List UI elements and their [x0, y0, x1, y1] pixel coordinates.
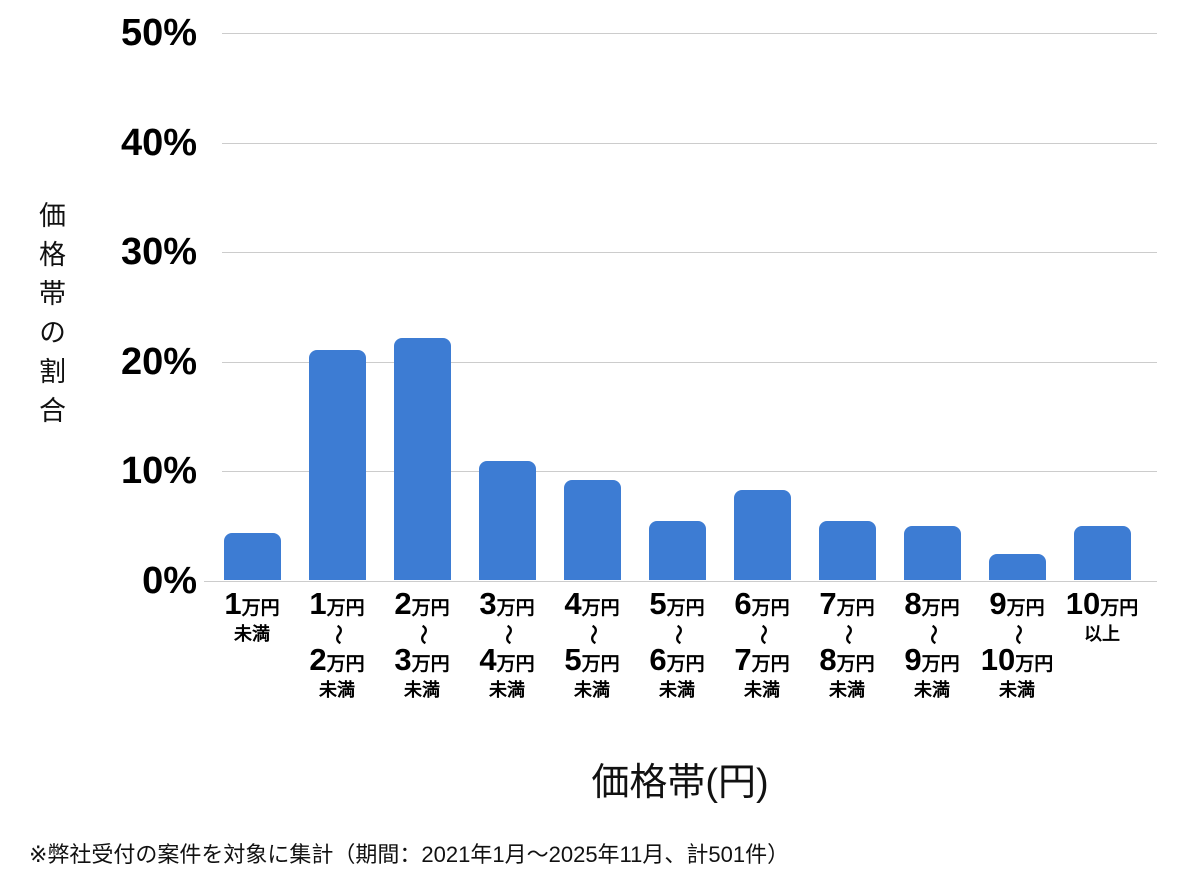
- x-tick-label: 3万円〜 4万円未満: [464, 586, 550, 700]
- range-tilde: 〜: [496, 624, 519, 645]
- bar: [818, 520, 876, 580]
- price-qualifier: 未満: [914, 680, 950, 700]
- price-value: 6万円: [734, 586, 790, 621]
- price-value: 7万円: [734, 642, 790, 677]
- y-tick-label: 50%: [120, 12, 197, 54]
- gridline: [222, 361, 1157, 363]
- y-tick-label: 40%: [120, 121, 197, 164]
- price-value: 5万円: [649, 586, 705, 621]
- bar: [733, 490, 791, 580]
- range-tilde: 〜: [326, 624, 349, 645]
- price-qualifier: 未満: [659, 680, 695, 700]
- x-tick-label: 1万円未満: [209, 586, 295, 644]
- range-tilde: 〜: [751, 624, 774, 645]
- price-value: 2万円: [394, 586, 450, 621]
- x-axis-title: 価格帯(円): [591, 762, 769, 804]
- price-qualifier: 以上: [1084, 624, 1120, 644]
- price-qualifier: 未満: [489, 680, 525, 700]
- plot-area: [204, 33, 1157, 582]
- price-value: 8万円: [819, 642, 875, 677]
- gridline: [222, 471, 1157, 473]
- price-qualifier: 未満: [234, 624, 270, 644]
- price-value: 10万円: [980, 642, 1054, 677]
- y-tick-label: 20%: [120, 340, 197, 383]
- bar: [563, 480, 621, 580]
- price-value: 2万円: [309, 642, 365, 677]
- price-qualifier: 未満: [319, 680, 355, 700]
- footnote: ※弊社受付の案件を対象に集計（期間：2021年1月〜2025年11月、計501件…: [29, 842, 790, 867]
- bar: [903, 526, 961, 580]
- bar: [393, 337, 451, 580]
- range-tilde: 〜: [581, 624, 604, 645]
- bar: [308, 349, 366, 580]
- x-tick-label: 4万円〜 5万円未満: [549, 586, 635, 700]
- price-value: 3万円: [394, 642, 450, 677]
- x-tick-label: 10万円以上: [1059, 586, 1145, 644]
- price-qualifier: 未満: [574, 680, 610, 700]
- range-tilde: 〜: [921, 624, 944, 645]
- price-value: 9万円: [904, 642, 960, 677]
- y-tick-label: 30%: [120, 231, 197, 274]
- price-value: 4万円: [479, 642, 535, 677]
- price-value: 7万円: [819, 586, 875, 621]
- price-value: 1万円: [309, 586, 365, 621]
- price-qualifier: 未満: [404, 680, 440, 700]
- price-value: 1万円: [224, 586, 280, 621]
- price-value: 6万円: [649, 642, 705, 677]
- price-value: 10万円: [1065, 586, 1139, 621]
- price-value: 9万円: [989, 586, 1045, 621]
- x-axis-line: [204, 581, 1157, 582]
- x-tick-label: 6万円〜 7万円未満: [719, 586, 805, 700]
- range-tilde: 〜: [836, 624, 859, 645]
- y-tick-label: 0%: [142, 560, 197, 602]
- price-qualifier: 未満: [829, 680, 865, 700]
- x-tick-label: 9万円〜 10万円 未満: [974, 586, 1060, 700]
- range-tilde: 〜: [666, 624, 689, 645]
- x-tick-label: 8万円〜 9万円未満: [889, 586, 975, 700]
- gridline: [222, 252, 1157, 254]
- bar: [1073, 526, 1131, 580]
- gridline: [222, 142, 1157, 144]
- gridline: [222, 33, 1157, 34]
- price-qualifier: 未満: [744, 680, 780, 700]
- bar: [478, 460, 536, 580]
- price-value: 5万円: [564, 642, 620, 677]
- x-tick-label: 5万円〜 6万円未満: [634, 586, 720, 700]
- bar: [223, 532, 281, 580]
- price-value: 3万円: [479, 586, 535, 621]
- y-axis-title: 価格帯の割合: [35, 201, 65, 435]
- x-tick-label: 2万円〜 3万円未満: [379, 586, 465, 700]
- bar: [988, 553, 1046, 580]
- price-qualifier: 未満: [999, 680, 1035, 700]
- price-value: 4万円: [564, 586, 620, 621]
- x-tick-label: 7万円〜 8万円未満: [804, 586, 890, 700]
- y-tick-label: 10%: [120, 450, 197, 493]
- x-tick-label: 1万円〜 2万円未満: [294, 586, 380, 700]
- range-tilde: 〜: [411, 624, 434, 645]
- bar: [648, 520, 706, 580]
- price-value: 8万円: [904, 586, 960, 621]
